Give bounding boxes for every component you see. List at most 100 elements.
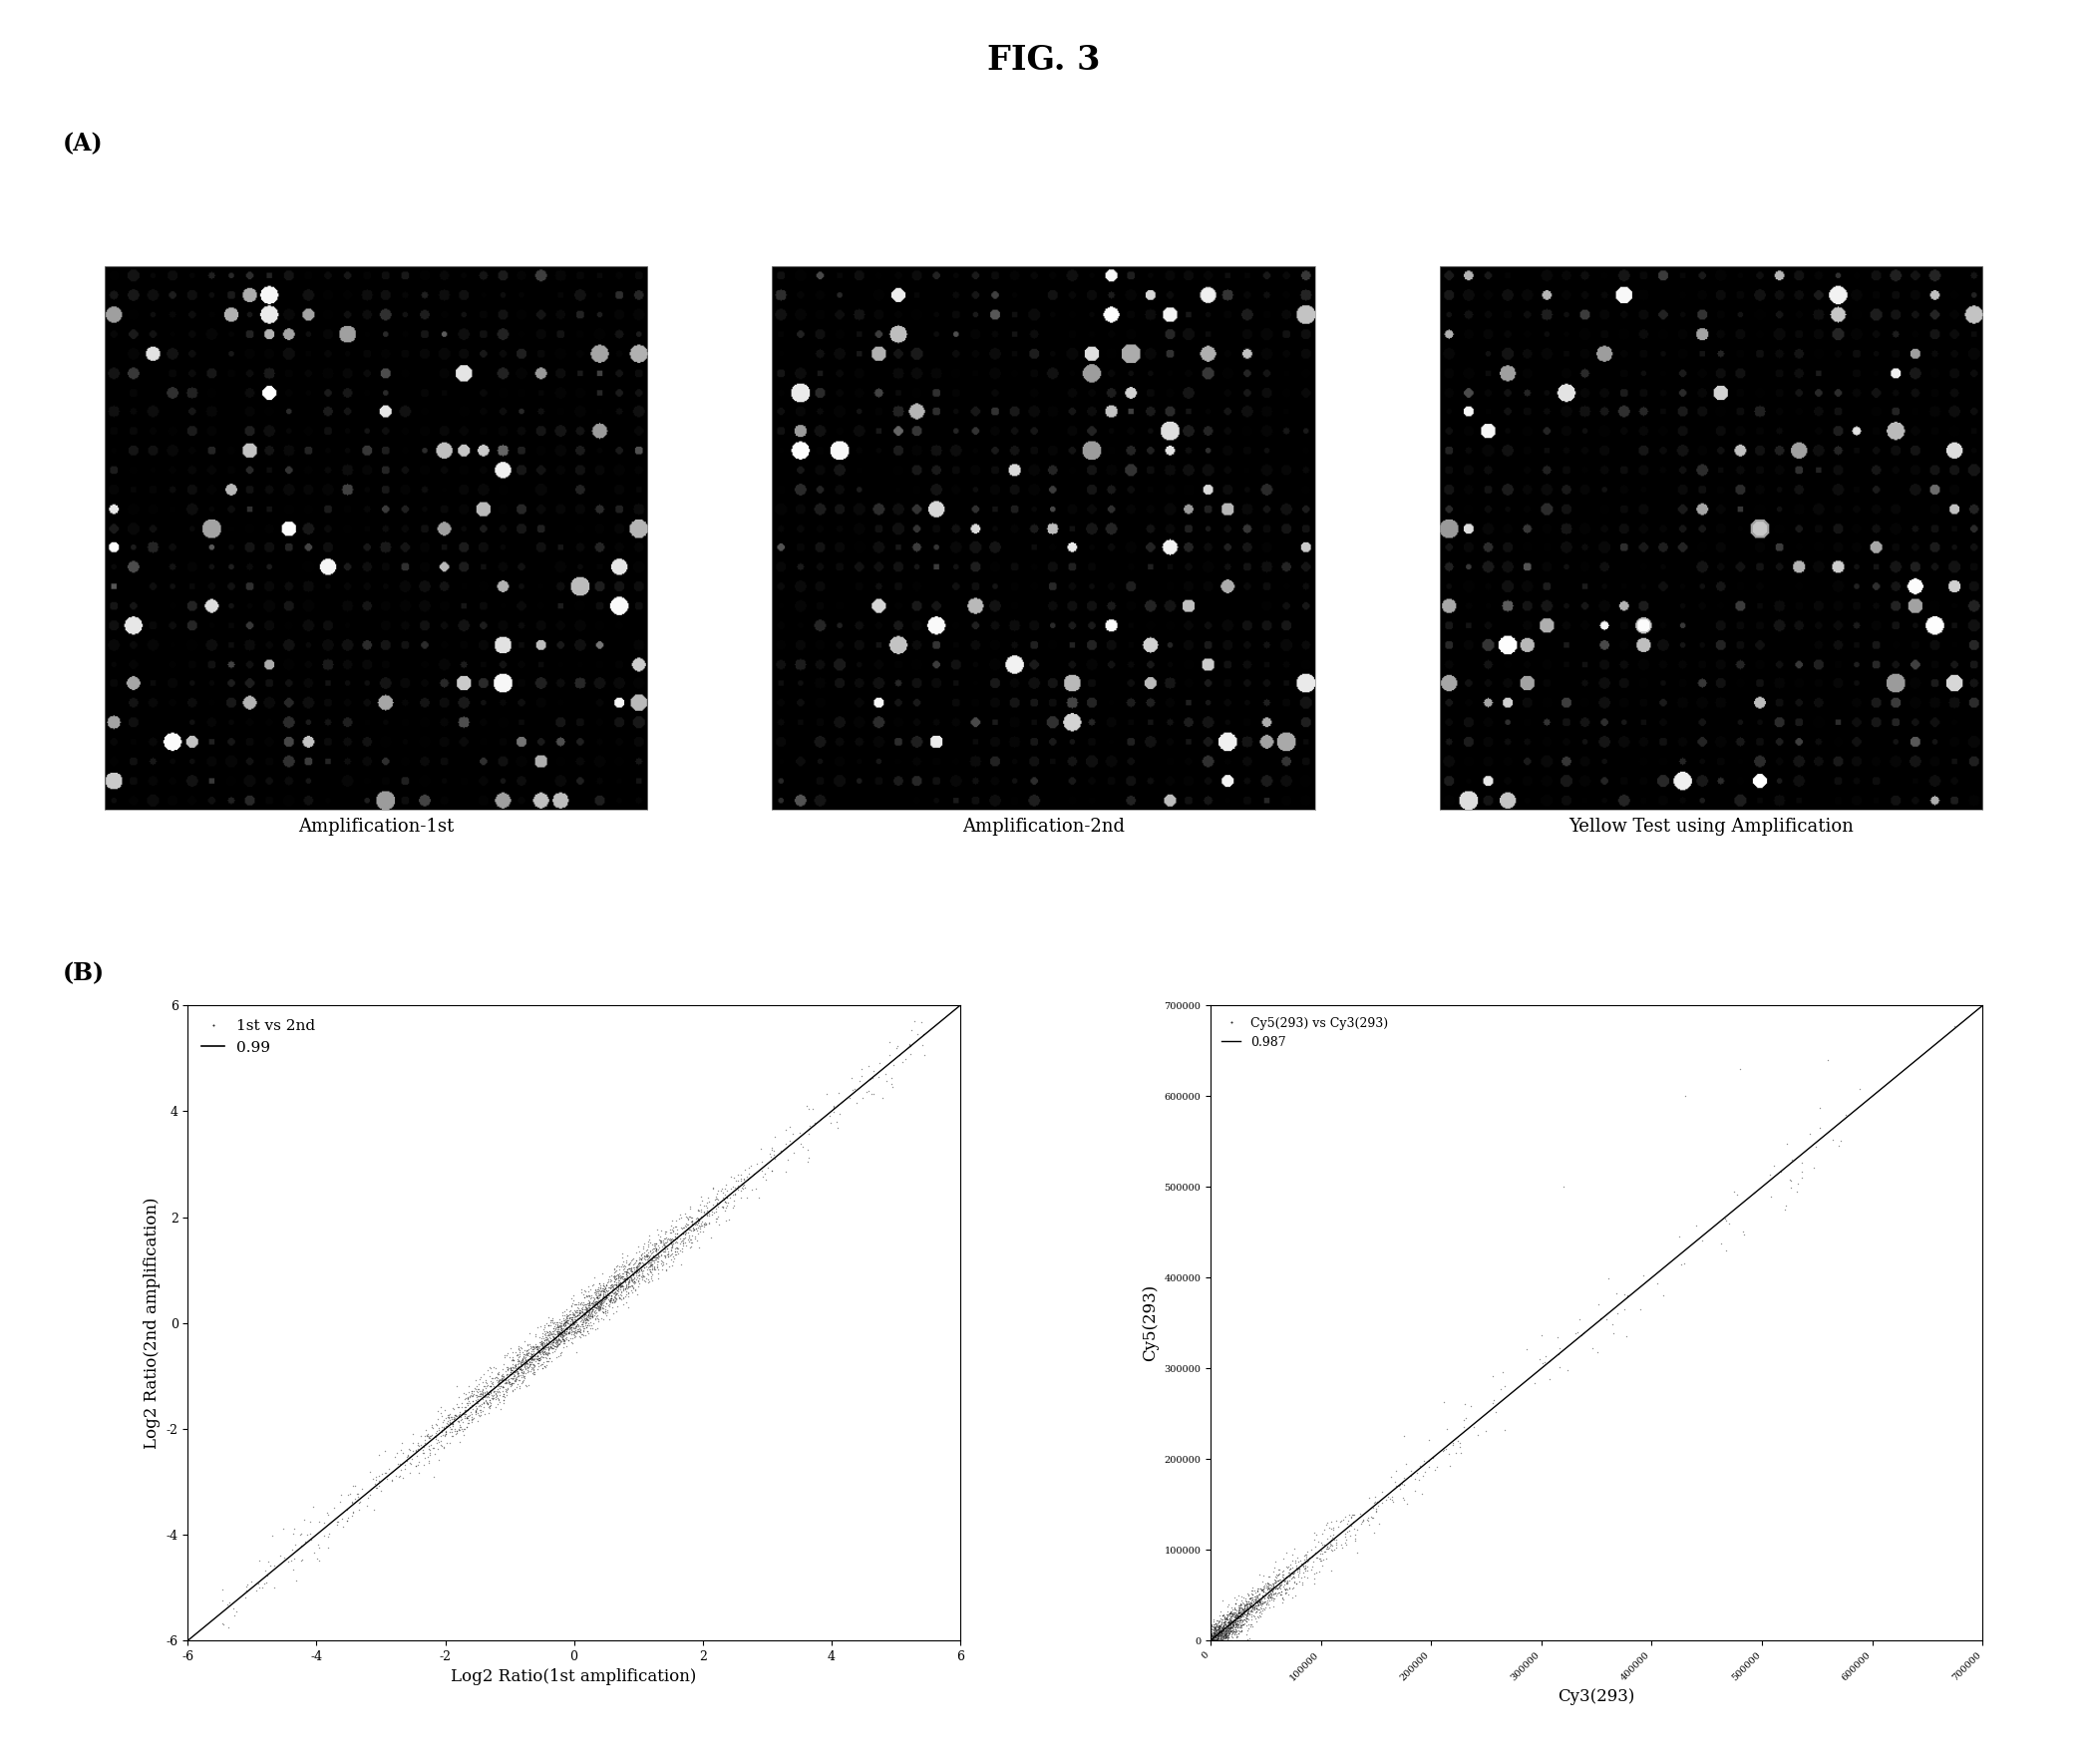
Point — [1263, 1570, 1296, 1598]
Point — [524, 1330, 557, 1358]
Point — [1250, 1572, 1284, 1600]
Point — [1196, 1623, 1229, 1651]
Point — [1254, 1581, 1288, 1609]
Point — [534, 1319, 568, 1348]
Point — [1215, 1619, 1248, 1648]
Point — [572, 1302, 605, 1330]
Point — [472, 1390, 505, 1418]
Point — [1200, 1625, 1233, 1653]
Point — [563, 1298, 597, 1327]
Point — [874, 1064, 908, 1092]
Point — [463, 1379, 497, 1408]
Point — [1219, 1623, 1252, 1651]
Point — [1204, 1625, 1238, 1653]
Point — [472, 1381, 505, 1409]
Point — [407, 1439, 440, 1468]
Point — [549, 1325, 582, 1353]
Point — [578, 1300, 611, 1328]
Point — [557, 1318, 591, 1346]
Point — [1254, 1579, 1288, 1607]
Point — [639, 1230, 672, 1258]
Point — [1208, 1602, 1242, 1630]
Point — [614, 1265, 647, 1293]
Point — [1217, 1611, 1250, 1639]
Point — [601, 1270, 634, 1298]
Point — [877, 1051, 910, 1080]
Point — [1210, 1619, 1244, 1648]
Point — [1219, 1603, 1252, 1632]
Point — [449, 1401, 482, 1429]
Point — [499, 1351, 532, 1379]
Point — [493, 1369, 526, 1397]
Point — [670, 1215, 703, 1244]
Point — [1219, 1609, 1252, 1637]
Point — [503, 1339, 536, 1367]
Point — [662, 1237, 695, 1265]
Point — [461, 1383, 495, 1411]
Point — [543, 1319, 576, 1348]
Point — [1202, 1626, 1236, 1655]
Point — [505, 1351, 538, 1379]
Point — [1346, 1508, 1380, 1536]
Point — [624, 1254, 657, 1282]
Point — [1200, 1625, 1233, 1653]
Point — [501, 1358, 534, 1387]
Point — [509, 1346, 543, 1374]
Point — [547, 1321, 580, 1349]
Point — [511, 1335, 545, 1364]
Point — [595, 1261, 628, 1289]
Point — [624, 1245, 657, 1274]
Point — [745, 1157, 778, 1185]
Point — [1221, 1603, 1254, 1632]
Point — [1444, 1432, 1478, 1461]
Point — [488, 1369, 522, 1397]
Point — [1432, 1439, 1465, 1468]
Point — [1194, 1625, 1227, 1653]
Point — [1254, 1582, 1288, 1611]
Point — [557, 1311, 591, 1339]
Point — [1329, 1526, 1363, 1554]
Point — [1440, 1438, 1473, 1466]
Point — [509, 1349, 543, 1378]
Point — [607, 1252, 641, 1281]
Point — [1194, 1626, 1227, 1655]
Point — [482, 1365, 515, 1394]
Point — [791, 1136, 824, 1164]
Point — [1223, 1607, 1256, 1635]
Point — [1311, 1533, 1344, 1561]
Point — [1210, 1600, 1244, 1628]
Point — [1236, 1598, 1269, 1626]
Point — [1540, 1323, 1574, 1351]
Point — [1281, 1544, 1315, 1572]
Point — [1227, 1596, 1261, 1625]
Point — [1258, 1568, 1292, 1596]
Point — [609, 1270, 643, 1298]
Point — [440, 1390, 474, 1418]
Point — [1198, 1626, 1231, 1655]
Point — [1229, 1607, 1263, 1635]
Point — [495, 1357, 528, 1385]
Point — [595, 1270, 628, 1298]
Point — [572, 1286, 605, 1314]
Point — [1240, 1581, 1273, 1609]
Point — [741, 1150, 774, 1178]
Point — [501, 1349, 534, 1378]
Point — [722, 1166, 755, 1194]
Point — [599, 1265, 632, 1293]
Point — [436, 1422, 470, 1450]
Point — [1204, 1618, 1238, 1646]
Point — [513, 1357, 547, 1385]
Point — [515, 1346, 549, 1374]
Point — [1281, 1561, 1315, 1589]
Point — [1271, 1554, 1304, 1582]
Point — [482, 1388, 515, 1416]
Point — [1227, 1595, 1261, 1623]
Point — [563, 1288, 597, 1316]
Point — [534, 1309, 568, 1337]
Point — [486, 1381, 520, 1409]
Point — [1200, 1612, 1233, 1641]
Point — [570, 1309, 603, 1337]
Point — [626, 1263, 659, 1291]
Point — [451, 1385, 484, 1413]
Point — [1202, 1612, 1236, 1641]
